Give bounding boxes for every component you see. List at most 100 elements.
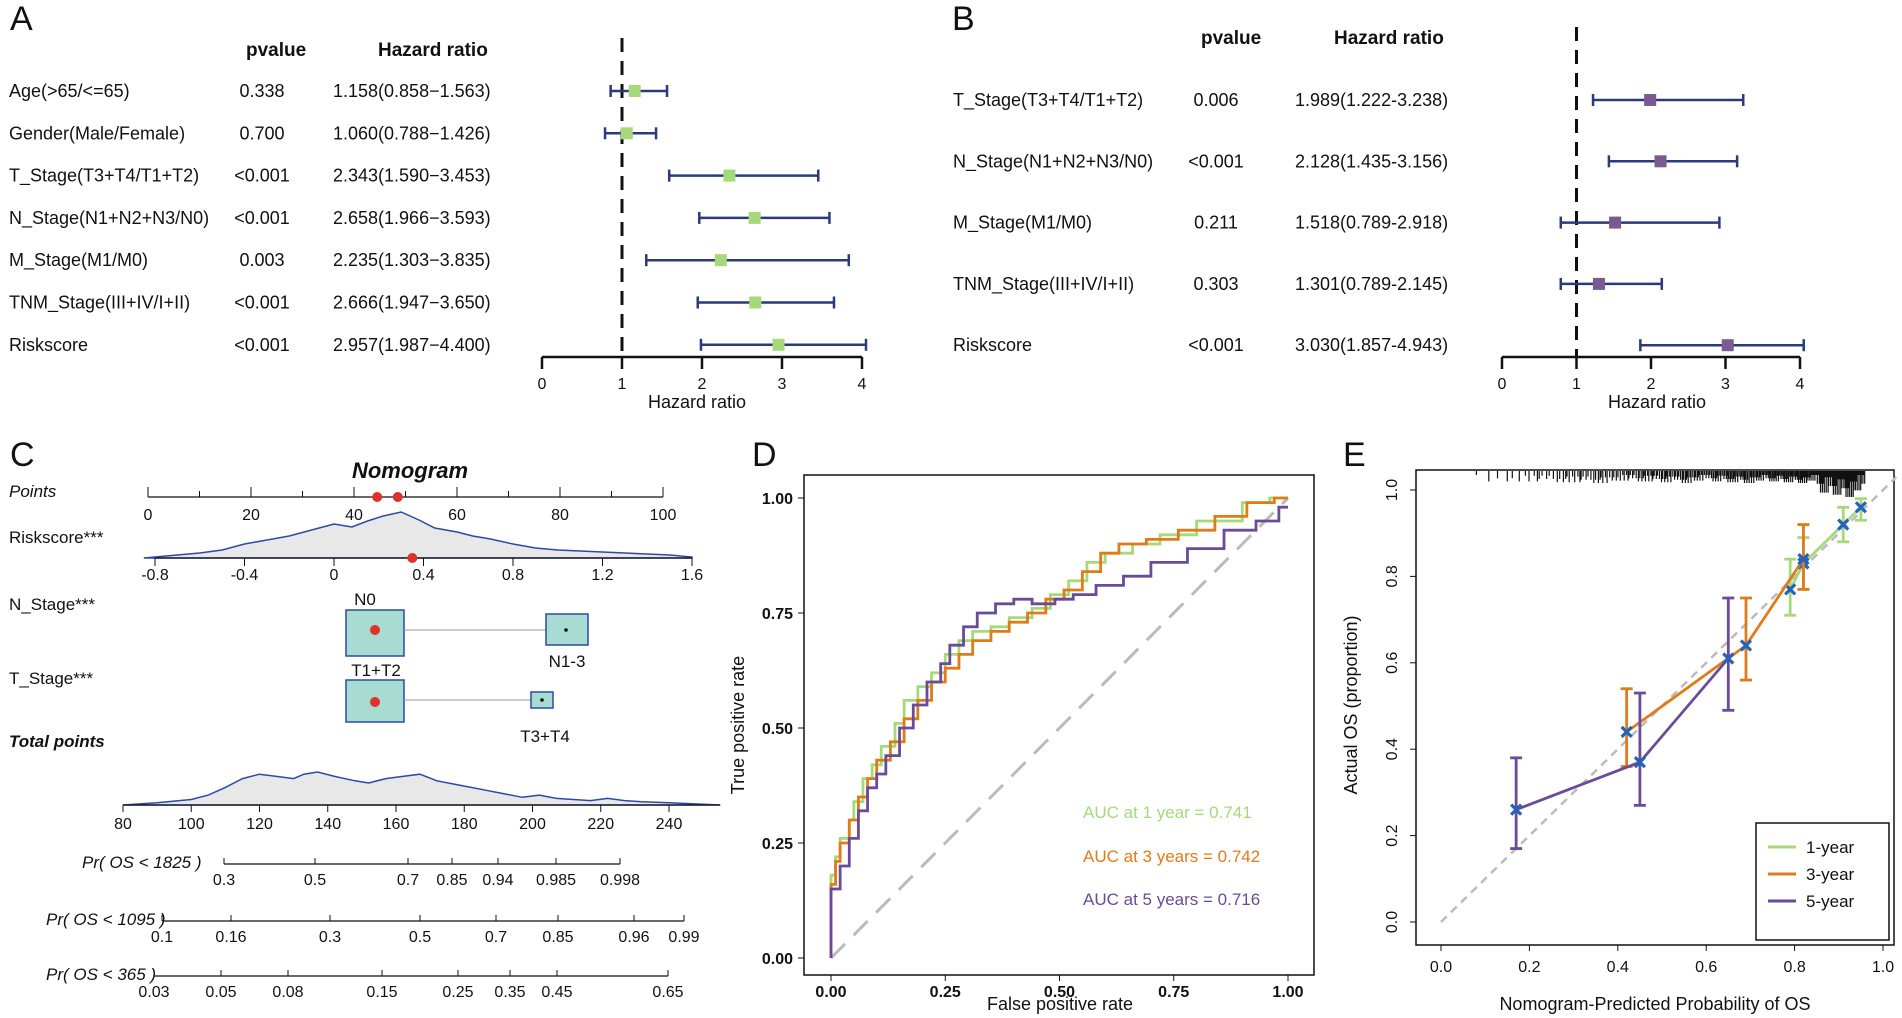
forest-row-pvalue: <0.001: [234, 208, 290, 228]
roc-y-tick-label: 1.00: [762, 491, 793, 508]
forest-row-label: N_Stage(N1+N2+N3/N0): [953, 151, 1153, 172]
roc-x-tick-label: 0.75: [1158, 984, 1189, 1001]
probability-tick-label: 0.08: [272, 984, 303, 1001]
riskscore-tick-label: 0: [330, 567, 339, 584]
panel-e-letter: E: [1343, 436, 1366, 474]
forest-row-label: Gender(Male/Female): [9, 123, 185, 143]
n-stage-level-n0: N0: [354, 590, 376, 609]
probability-tick-label: 0.7: [485, 929, 507, 946]
roc-auc-label-0: AUC at 1 year = 0.741: [1083, 803, 1252, 822]
forest-point-box: [620, 127, 633, 140]
probability-tick-label: 0.16: [215, 929, 246, 946]
calibration-point-marker: [1739, 639, 1753, 652]
forest-row-hr-text: 1.989(1.222-3.238): [1295, 90, 1448, 110]
panel-a-xlabel: Hazard ratio: [648, 392, 746, 412]
forest-row-hr-text: 2.957(1.987−4.400): [333, 335, 491, 355]
roc-chance-line: [829, 496, 1290, 960]
panel-b-hr-header: Hazard ratio: [1334, 28, 1444, 49]
forest-point-box: [1644, 94, 1657, 106]
nomogram-title: Nomogram: [352, 458, 468, 483]
panel-e-calibration: E 0.0 0.2 0.4 0.6 0.8 1.0 0.0 0.2 0.4 0.6 0.8 1.0 N…: [1341, 436, 1898, 1014]
calibration-x-tick-label: 0.6: [1695, 959, 1717, 976]
probability-tick-label: 0.7: [397, 872, 419, 889]
legend-label-1: 3-year: [1806, 865, 1855, 884]
forest-x-tick-label: 4: [1796, 376, 1805, 393]
probability-tick-label: 0.985: [536, 872, 576, 889]
t-stage-label: T_Stage***: [9, 669, 93, 688]
roc-x-tick-label: 0.50: [1044, 984, 1075, 1001]
roc-y-tick-label: 0.50: [762, 721, 793, 738]
probability-tick-label: 0.25: [442, 984, 473, 1001]
roc-x-tick-label: 0.00: [815, 984, 846, 1001]
panel-b-forest-plot: B pvalue Hazard ratio T_Stage(T3+T4/T1+T…: [952, 0, 1805, 412]
forest-row-label: M_Stage(M1/M0): [9, 250, 148, 271]
probability-tick-label: 0.94: [482, 872, 513, 889]
calibration-point-marker: [1620, 725, 1633, 739]
calibration-rug: [1475, 471, 1866, 497]
forest-row-pvalue: <0.001: [1188, 335, 1244, 355]
roc-auc-label-2: AUC at 5 years = 0.716: [1083, 890, 1260, 909]
forest-x-tick-label: 0: [1498, 376, 1507, 393]
t-stage-level-t1t2: T1+T2: [351, 661, 401, 680]
forest-row-hr-text: 2.235(1.303−3.835): [333, 250, 491, 270]
calibration-frame: [1415, 469, 1895, 946]
points-tick-label: 40: [345, 507, 363, 524]
t-stage-level-dot: [540, 698, 544, 702]
panel-b-letter: B: [952, 0, 975, 38]
t-stage-selected-marker: [370, 697, 380, 707]
calibration-ylabel: Actual OS (proportion): [1341, 615, 1361, 794]
probability-tick-label: 0.1: [151, 929, 173, 946]
forest-x-tick-label: 4: [858, 376, 867, 393]
panel-b-xlabel: Hazard ratio: [1608, 392, 1706, 412]
calibration-line-1: [1625, 558, 1805, 734]
forest-point-box: [1592, 277, 1605, 290]
total-points-tick-label: 180: [451, 816, 478, 833]
forest-row-label: TNM_Stage(III+IV/I+II): [9, 293, 190, 314]
probability-tick-label: 0.15: [366, 984, 397, 1001]
pr-365-label: Pr( OS < 365 ): [46, 965, 156, 984]
forest-row-pvalue: <0.001: [234, 335, 290, 355]
selected-point-marker: [392, 492, 403, 502]
forest-row-label: Age(>65/<=65): [9, 81, 130, 101]
roc-y-tick-label: 0.00: [762, 951, 793, 968]
calibration-x-tick-label: 0.4: [1607, 959, 1629, 976]
total-points-label: Total points: [9, 732, 105, 751]
forest-row-pvalue: 0.006: [1193, 90, 1238, 110]
total-points-tick-label: 120: [246, 816, 273, 833]
probability-tick-label: 0.05: [205, 984, 236, 1001]
probability-tick-label: 0.3: [319, 929, 341, 946]
calibration-point-marker: [1837, 518, 1850, 531]
panel-a-hr-header: Hazard ratio: [378, 40, 488, 61]
total-points-tick-label: 140: [314, 816, 341, 833]
forest-x-tick-label: 1: [1572, 376, 1581, 393]
t-stage-level-t3t4: T3+T4: [520, 727, 570, 746]
points-tick-label: 20: [242, 507, 260, 524]
riskscore-tick-label: 0.4: [412, 567, 434, 584]
roc-y-tick-label: 0.25: [762, 836, 793, 853]
forest-row-label: T_Stage(T3+T4/T1+T2): [953, 90, 1143, 111]
forest-row-label: N_Stage(N1+N2+N3/N0): [9, 208, 209, 229]
selected-point-marker: [372, 492, 383, 502]
calibration-legend: [1755, 822, 1890, 941]
forest-row-pvalue: <0.001: [234, 293, 290, 313]
riskscore-label: Riskscore***: [9, 528, 104, 547]
panel-a-letter: A: [10, 0, 33, 38]
forest-point-box: [749, 296, 762, 309]
points-tick-label: 60: [448, 507, 466, 524]
probability-tick-label: 0.998: [600, 872, 640, 889]
forest-point-box: [723, 169, 736, 182]
calibration-line-0: [1788, 506, 1862, 590]
forest-row-hr-text: 2.666(1.947−3.650): [333, 293, 491, 313]
forest-row-hr-text: 1.301(0.789-2.145): [1295, 274, 1448, 294]
calibration-y-tick-label: 0.0: [1384, 911, 1401, 933]
roc-xlabel: False positive rate: [987, 994, 1133, 1014]
roc-y-tick-label: 0.75: [762, 606, 793, 623]
probability-tick-label: 0.45: [541, 984, 572, 1001]
forest-x-tick-label: 3: [778, 376, 787, 393]
forest-point-box: [1721, 339, 1734, 352]
riskscore-tick-label: 0.8: [502, 567, 524, 584]
nomogram-scales: 0 20 40 60 80 100 -0.8 -0.4 0 0.4 0.8 1.2 1.6 80 100 12…: [114, 487, 721, 1001]
forest-row-pvalue: 0.003: [239, 250, 284, 270]
forest-x-tick-label: 0: [538, 376, 547, 393]
